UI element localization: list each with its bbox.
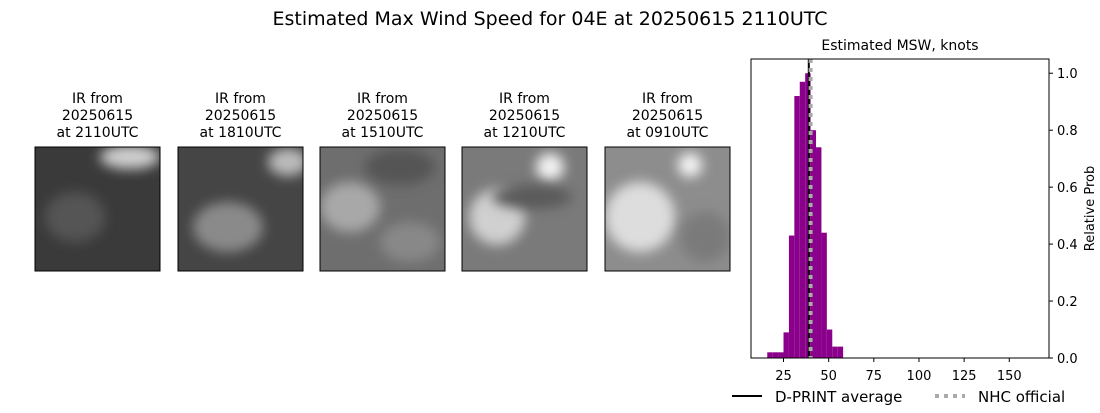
panel-label: at 1810UTC <box>200 125 282 141</box>
bar <box>826 329 833 358</box>
bar <box>832 346 838 358</box>
bar <box>772 352 779 358</box>
figure-title: Estimated Max Wind Speed for 04E at 2025… <box>272 8 827 30</box>
y-tick-label: 0.4 <box>1057 238 1078 253</box>
ir-image <box>320 147 445 271</box>
bar <box>783 332 789 358</box>
y-tick-label: 0.6 <box>1057 181 1078 196</box>
x-tick-label: 25 <box>775 369 792 384</box>
ir-frame <box>177 146 304 272</box>
panel-label: IR from <box>72 91 123 107</box>
panel-label: 20250615 <box>632 108 703 124</box>
bar <box>816 147 822 358</box>
ir-image <box>35 147 160 271</box>
panel-label: at 1210UTC <box>484 125 566 141</box>
bar <box>821 232 827 358</box>
panel-label: IR from <box>357 91 408 107</box>
cloud <box>45 192 105 242</box>
x-tick-label: 75 <box>866 369 883 384</box>
legend-label: NHC official <box>978 388 1065 406</box>
panel-label: 20250615 <box>205 108 276 124</box>
ir-image <box>178 147 303 271</box>
panel-label: 20250615 <box>347 108 418 124</box>
bar <box>810 130 817 358</box>
cloud <box>100 147 160 169</box>
cloud <box>605 182 675 252</box>
y-tick-label: 1.0 <box>1057 67 1078 82</box>
ir-frame <box>319 146 446 272</box>
cloud <box>680 212 730 262</box>
bar <box>837 346 844 358</box>
cloud <box>268 148 303 176</box>
panel-label: at 0910UTC <box>627 125 709 141</box>
panel-label: IR from <box>499 91 550 107</box>
axes-frame <box>750 58 1050 359</box>
bar <box>778 352 784 358</box>
x-tick-label: 125 <box>952 369 977 384</box>
y-tick-label: 0.2 <box>1057 295 1078 310</box>
ir-frame <box>604 146 731 272</box>
ir-image <box>462 147 587 271</box>
y-tick-label: 0.8 <box>1057 124 1078 139</box>
panel-label: at 1510UTC <box>342 125 424 141</box>
bar <box>794 96 800 359</box>
chart-title: Estimated MSW, knots <box>821 38 978 54</box>
legend-label: D-PRINT average <box>775 388 902 406</box>
x-tick-label: 150 <box>997 369 1022 384</box>
y-tick-label: 0.0 <box>1057 352 1078 367</box>
bar <box>788 235 795 358</box>
panel-label: at 2110UTC <box>57 125 139 141</box>
panel-label: 20250615 <box>489 108 560 124</box>
y-axis-label: Relative Prob <box>1083 166 1098 251</box>
ir-frame <box>34 146 161 272</box>
x-tick-label: 100 <box>907 369 932 384</box>
panel-label: IR from <box>642 91 693 107</box>
ir-frame <box>461 146 588 272</box>
bar <box>799 81 806 359</box>
bar <box>767 352 773 358</box>
cloud <box>536 153 564 181</box>
panel-label: IR from <box>215 91 266 107</box>
ir-image <box>605 147 730 271</box>
panel-label: 20250615 <box>62 108 133 124</box>
cloud <box>380 222 440 262</box>
cloud <box>492 185 572 209</box>
cloud <box>678 153 702 177</box>
cloud <box>193 202 263 252</box>
cloud <box>365 149 435 185</box>
cloud <box>320 182 380 232</box>
x-tick-label: 50 <box>820 369 837 384</box>
